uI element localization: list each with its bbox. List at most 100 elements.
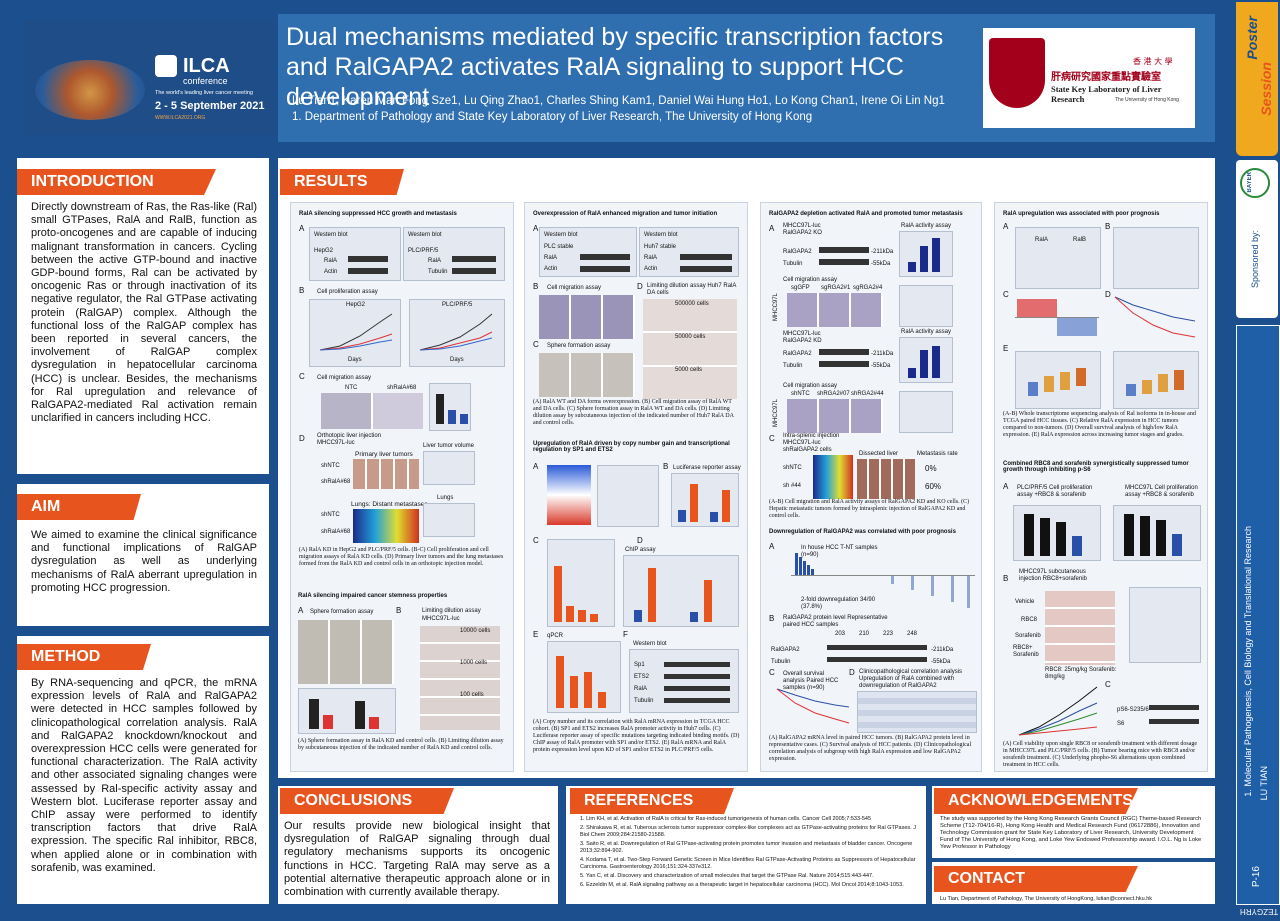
p2-c1: 10000 cells <box>460 628 491 634</box>
p6-surv: Overall survival analysis Paired HCC sam… <box>783 671 839 692</box>
aim-text: We aimed to examine the clinical signifi… <box>31 529 257 594</box>
lab-logo: 香 港 大 學 肝病研究國家重點實驗室 State Key Laboratory… <box>983 28 1195 128</box>
p7-b-plot <box>1113 227 1199 289</box>
p6-kda55: -55kDa <box>931 659 951 665</box>
reference-item: 3. Saito R, et al. Downregulation of Ral… <box>580 841 913 854</box>
p3-western-blot-huh: Western blot Huh7 stable RalA Actin <box>639 227 739 277</box>
p7-label-e: E <box>1003 344 1009 353</box>
p3-migration-images <box>539 295 635 339</box>
poster-label: Poster <box>1244 16 1260 60</box>
p1-migration-bars <box>429 383 471 431</box>
p3-rala: RalA <box>544 255 558 261</box>
result-panel-3: Overexpression of RalA enhanced migratio… <box>524 202 748 772</box>
p8-b-scatter <box>1129 587 1201 663</box>
poster-id: TEZGYRH <box>1240 907 1279 916</box>
p1-band-2 <box>348 268 388 274</box>
author-text: LU TIAN <box>1259 766 1269 801</box>
p1-band-3 <box>452 256 496 262</box>
author-list: Lu Tian1, Karen Man Fong Sze1, Lu Qing Z… <box>292 95 945 107</box>
p4-luc: Luciferase reporter assay <box>673 465 741 471</box>
p5-band-3 <box>819 349 869 355</box>
p1-ntc: NTC <box>345 385 358 391</box>
p5-migr-2: Cell migration assay <box>783 383 838 389</box>
p4-qpcr: qPCR <box>547 633 564 639</box>
p1-rala: RalA <box>324 258 338 264</box>
p3-ld: Limiting dilution assay Huh7 RalA DA cel… <box>647 283 737 297</box>
ilca-sub: conference <box>183 76 228 86</box>
p5-intra: Intra-splenic injection MHCC97L-luc shRa… <box>783 433 840 454</box>
p5-dissected: Dissected liver <box>859 451 899 457</box>
p7-caption: (A-B) Whole transcriptome sequencing ana… <box>1003 411 1196 438</box>
p5-sh07: shRGA2#07 <box>817 391 850 397</box>
p5-kda55: -55kDa <box>871 261 891 267</box>
p4-caption: (A) Copy number and its correlation with… <box>533 719 740 753</box>
p7-label-b: B <box>1105 222 1111 231</box>
p6-fold: 2-fold downregulation 34/90 (37.8%) <box>801 597 876 611</box>
p5-liver-images <box>857 459 915 499</box>
p6-clin-table <box>857 691 977 733</box>
p5-shntc2: shNTC <box>783 465 802 471</box>
method-text: By RNA-sequencing and qPCR, the mRNA exp… <box>31 677 257 874</box>
p3-wb1: Western blot <box>544 232 578 238</box>
p6-label-b: B <box>769 614 775 623</box>
p5-mh-2: MHCC97L <box>773 399 779 428</box>
p1-label-b: B <box>299 286 305 295</box>
p5-act-bars-1 <box>899 231 953 277</box>
p4-heatmap <box>547 465 591 525</box>
topic-text: 1. Molecular Pathogenesis, Cell Biology … <box>1243 526 1253 797</box>
p5-ralgapa2: RalGAPA2 <box>783 249 812 255</box>
p1-lung-images <box>353 509 419 543</box>
p1-plcb: PLC/PRF/5 <box>442 302 473 308</box>
p5-band-1 <box>819 247 869 253</box>
p3-plc: PLC stable <box>544 244 574 250</box>
p7-d-survival <box>1114 296 1196 338</box>
introduction-panel <box>17 158 269 474</box>
p1-label-d: D <box>299 434 305 443</box>
p2-mh: MHCC97L-luc <box>422 616 460 622</box>
p7-e-plot-1 <box>1015 351 1101 409</box>
p5-band-2 <box>819 259 869 265</box>
p1-sh68: shRalA#68 <box>387 385 417 391</box>
p1-growth-chart-1: HepG2 Days <box>309 299 401 367</box>
p2-c2: 1000 cells <box>460 660 488 666</box>
p8-vehicle: Vehicle <box>1015 599 1035 605</box>
reference-item: 5. Yan C, et al. Discovery and character… <box>580 873 874 879</box>
p5-sh44: shRGA2#44 <box>851 391 884 397</box>
p5-m1: 0% <box>925 464 937 473</box>
p2-title: RalA silencing impaired cancer stemness … <box>298 593 448 599</box>
introduction-heading: INTRODUCTION <box>17 169 216 195</box>
p1-primary: Primary liver tumors <box>355 451 413 458</box>
p6-s3: 223 <box>883 631 894 637</box>
p8-a-bars-2 <box>1113 505 1201 561</box>
p2-sphere-bars <box>298 688 396 734</box>
p7-ralb: RalB <box>1073 237 1087 243</box>
p1-tubulin: Tubulin <box>428 269 448 275</box>
hku-crest-icon <box>989 38 1045 108</box>
p5-act-bars-2 <box>899 337 953 383</box>
conclusions-heading: CONCLUSIONS <box>280 788 454 814</box>
p1-volume-plot <box>423 451 475 485</box>
p1-caption: (A) RalA KD in HepG2 and PLC/PRF/5 cells… <box>299 547 504 567</box>
p8-mh: MHCC97L Cell proliferation assay +RBC8 &… <box>1125 485 1198 499</box>
acknowledgements-heading: ACKNOWLEDGEMENTS <box>934 788 1138 814</box>
p1-hepg2b: HepG2 <box>346 302 366 308</box>
p6-ralgapa2: RalGAPA2 <box>771 647 800 653</box>
p5-migration-bars-1 <box>899 285 953 327</box>
p7-label-c: C <box>1003 290 1009 299</box>
p6-waterfall <box>791 553 975 608</box>
p5-tubulin-2: Tubulin <box>783 363 803 369</box>
acknowledgements-text: The study was supported by the Hong Kong… <box>940 816 1202 850</box>
p8-s6: S6 <box>1117 721 1125 727</box>
p4-label-b: B <box>663 462 669 471</box>
p8-tumor-images <box>1045 591 1115 665</box>
p6-bands <box>827 645 927 665</box>
reference-item: 1. Lim KH, et al. Activation of RalA is … <box>580 816 872 822</box>
p8-combo: RBC8+ Sorafenib <box>1013 645 1039 659</box>
p8-label-b: B <box>1003 574 1009 583</box>
p6-label-c: C <box>769 668 775 677</box>
p1-growth-lines-1 <box>319 313 393 351</box>
p4-luc-bars <box>671 473 739 527</box>
p4-title: Upregulation of RalA driven by copy numb… <box>533 441 730 453</box>
p3-n3: 5000 cells <box>675 367 703 373</box>
p4-e-bars <box>547 641 621 713</box>
